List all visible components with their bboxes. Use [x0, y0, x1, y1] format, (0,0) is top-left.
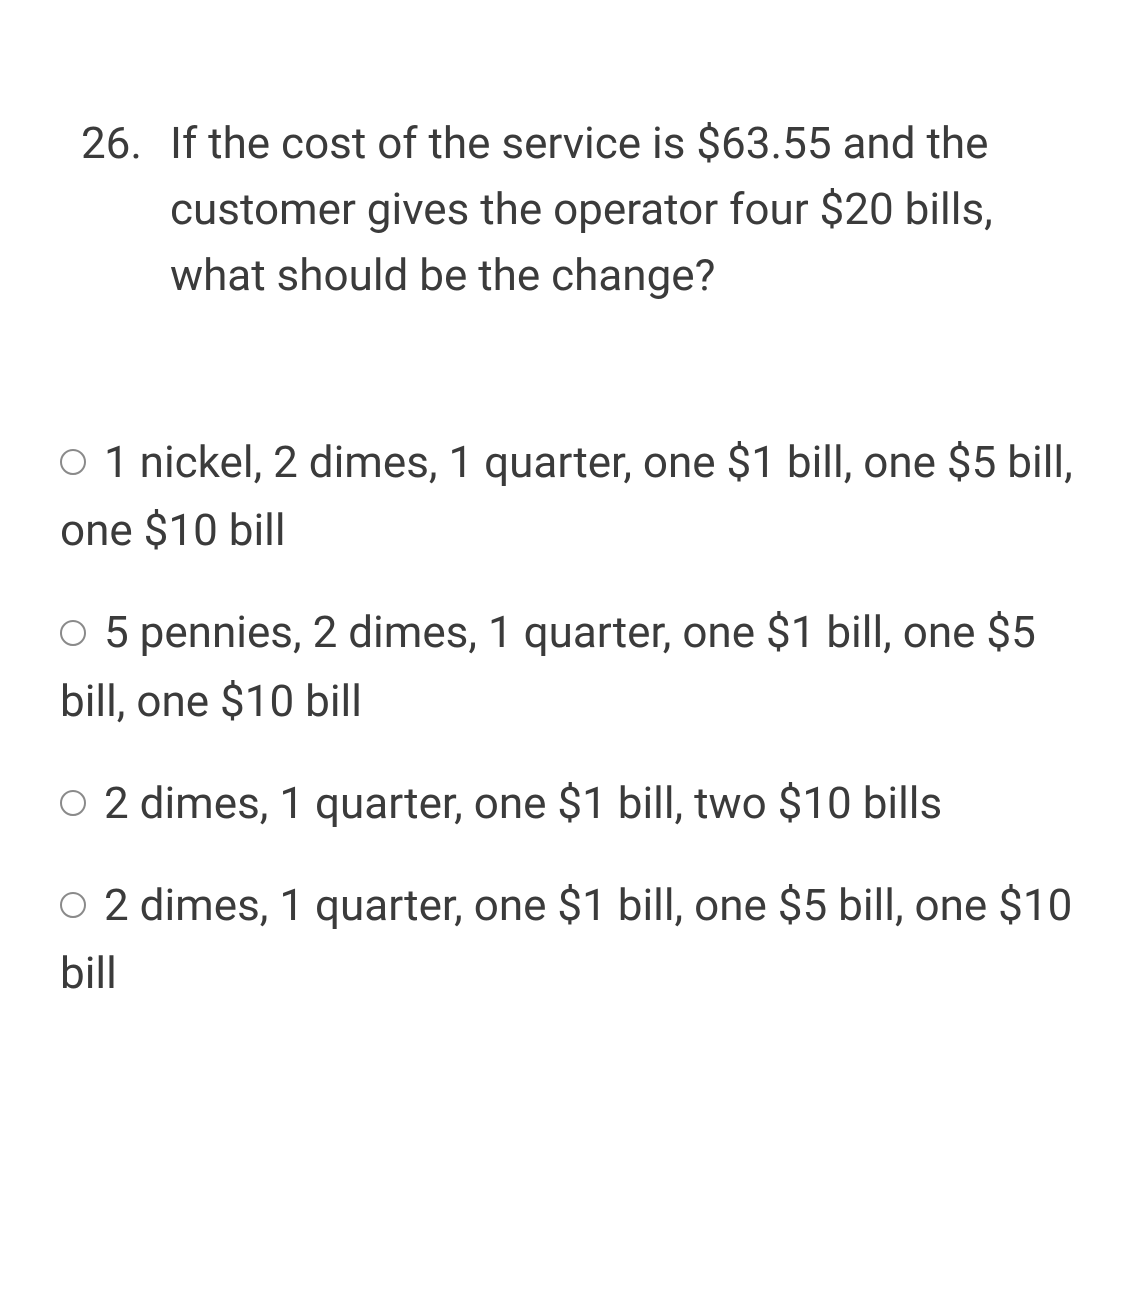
- option-2[interactable]: 5 pennies, 2 dimes, 1 quarter, one $1 bi…: [60, 598, 1075, 734]
- question-number: 26.: [60, 110, 170, 308]
- option-label: 1 nickel, 2 dimes, 1 quarter, one $1 bil…: [60, 436, 1073, 556]
- option-1[interactable]: 1 nickel, 2 dimes, 1 quarter, one $1 bil…: [60, 428, 1075, 564]
- quiz-container: 26. If the cost of the service is $63.55…: [0, 0, 1135, 1101]
- radio-icon: [60, 790, 86, 816]
- option-4[interactable]: 2 dimes, 1 quarter, one $1 bill, one $5 …: [60, 871, 1075, 1007]
- option-label: 2 dimes, 1 quarter, one $1 bill, one $5 …: [60, 879, 1072, 999]
- radio-icon: [60, 892, 86, 918]
- radio-icon: [60, 620, 86, 646]
- options-list: 1 nickel, 2 dimes, 1 quarter, one $1 bil…: [60, 428, 1075, 1007]
- option-3[interactable]: 2 dimes, 1 quarter, one $1 bill, two $10…: [60, 769, 1075, 837]
- option-label: 5 pennies, 2 dimes, 1 quarter, one $1 bi…: [60, 606, 1036, 726]
- option-label: 2 dimes, 1 quarter, one $1 bill, two $10…: [104, 777, 942, 829]
- question-text: If the cost of the service is $63.55 and…: [170, 110, 1075, 308]
- question-block: 26. If the cost of the service is $63.55…: [60, 110, 1075, 308]
- radio-icon: [60, 449, 86, 475]
